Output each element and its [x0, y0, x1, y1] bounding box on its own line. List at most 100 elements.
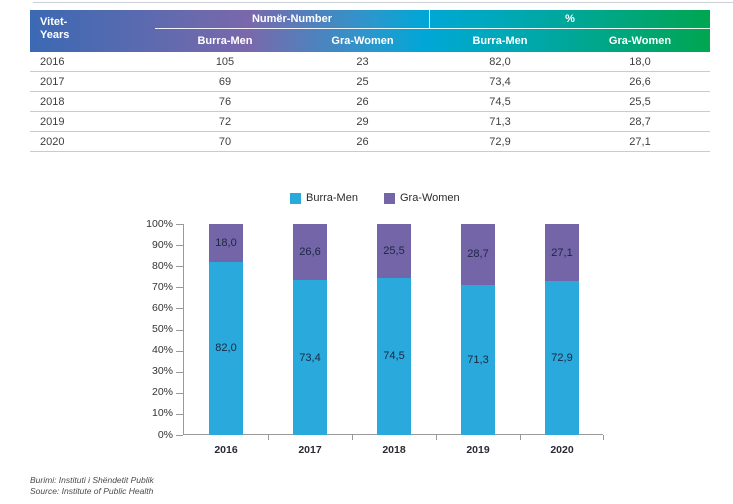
y-tick-mark — [176, 435, 183, 436]
table-cell-year: 2019 — [40, 115, 65, 128]
y-tick-mark — [176, 371, 183, 373]
y-tick-label: 100% — [146, 217, 173, 230]
corner-label-line1: Vitet- — [40, 16, 68, 28]
table-cell-value: 18,0 — [629, 55, 651, 68]
table-header-years: Vitet- Years — [30, 10, 155, 52]
y-tick-mark — [176, 350, 183, 352]
x-category-label: 2016 — [214, 444, 238, 456]
table-cell-value: 82,0 — [489, 55, 511, 68]
table-cell-value: 69 — [218, 75, 232, 88]
bar-segment-men: 74,5 — [377, 277, 411, 435]
chart-legend: Burra-Men Gra-Women — [290, 192, 460, 204]
x-tick-mark — [603, 435, 604, 440]
bar-segment-women: 26,6 — [293, 224, 327, 281]
y-tick-label: 60% — [151, 301, 173, 314]
table-header-right: Numër-Number % Burra-Men Gra-Women Burra… — [155, 10, 710, 52]
bar-segment-men: 73,4 — [293, 280, 327, 435]
y-tick-label: 0% — [157, 428, 173, 441]
source-line-albanian: Burimi: Instituti i Shëndetit Publik — [30, 475, 154, 485]
bar-group: 27,1 72,9 — [545, 224, 579, 435]
table-group-headers: Numër-Number % — [155, 10, 710, 29]
legend-item-men: Burra-Men — [290, 192, 358, 204]
table-cell-value: 25,5 — [629, 95, 651, 108]
y-tick-label: 20% — [151, 386, 173, 399]
x-tick-mark — [520, 435, 521, 440]
table-cell-year: 2017 — [40, 75, 65, 88]
table-cell-value: 76 — [218, 95, 232, 108]
table-cell-value: 73,4 — [489, 75, 511, 88]
bar-label-men: 71,3 — [467, 353, 489, 366]
table-cell-value: 26 — [356, 95, 369, 108]
table-cell-value: 27,1 — [629, 135, 651, 148]
table-body: 2016 105 23 82,0 18,0 2017 69 25 73,4 26,6 2018 76 2… — [30, 52, 710, 152]
legend-swatch-men-icon — [290, 192, 301, 204]
bar-group: 25,5 74,5 — [377, 224, 411, 435]
x-category-label: 2020 — [550, 444, 574, 456]
table-row: 2018 76 26 74,5 25,5 — [30, 92, 710, 112]
table-cell-value: 105 — [215, 55, 235, 68]
x-tick-mark — [436, 435, 437, 440]
table-cell-value: 72 — [218, 115, 232, 128]
bar-group: 28,7 71,3 — [461, 224, 495, 435]
table-cell-year: 2016 — [40, 55, 65, 68]
subheader-men-percent: Burra-Men — [472, 34, 528, 47]
x-category-label: 2018 — [382, 444, 406, 456]
corner-label-line2: Years — [40, 29, 70, 41]
legend-label-men: Burra-Men — [306, 192, 358, 204]
table-cell-value: 23 — [356, 55, 369, 68]
table-cell-value: 26 — [356, 135, 369, 148]
subheader-women-percent: Gra-Women — [608, 34, 672, 47]
bar-label-women: 25,5 — [383, 244, 405, 257]
y-tick-mark — [176, 329, 183, 331]
table-subheaders: Burra-Men Gra-Women Burra-Men Gra-Women — [155, 29, 710, 52]
y-tick-label: 40% — [151, 344, 173, 357]
table-cell-value: 71,3 — [489, 115, 511, 128]
x-category-label: 2017 — [298, 444, 322, 456]
top-divider — [33, 2, 733, 3]
bar-label-men: 72,9 — [551, 352, 573, 365]
legend-swatch-women-icon — [383, 192, 395, 204]
subheader-men-number: Burra-Men — [197, 34, 253, 47]
bar-segment-men: 82,0 — [209, 261, 243, 435]
table-cell-value: 26,6 — [629, 75, 651, 88]
source-line-english: Source: Institute of Public Health — [30, 485, 154, 496]
table-cell-value: 70 — [218, 135, 232, 148]
y-tick-mark — [176, 224, 183, 225]
y-tick-mark — [176, 245, 183, 247]
x-category-label: 2019 — [466, 444, 490, 456]
y-tick-label: 30% — [151, 365, 173, 378]
bar-label-women: 26,6 — [299, 246, 321, 259]
table-row: 2017 69 25 73,4 26,6 — [30, 72, 710, 92]
bar-segment-women: 18,0 — [209, 224, 243, 262]
y-axis: 0% 10% 20% 30% 40% 50% 60% 70% 80% 90% 100% — [130, 218, 183, 441]
y-tick-label: 90% — [151, 238, 173, 251]
table-cell-value: 72,9 — [489, 135, 511, 148]
bar-segment-women: 25,5 — [377, 224, 411, 278]
table-row: 2019 72 29 71,3 28,7 — [30, 112, 710, 132]
y-tick-mark — [176, 266, 183, 268]
group-header-number: Numër-Number — [155, 10, 430, 28]
bar-segment-women: 27,1 — [545, 224, 579, 282]
table-header: Vitet- Years Numër-Number % Burra-Men Gr… — [30, 10, 710, 52]
legend-item-women: Gra-Women — [383, 192, 460, 204]
bar-group: 26,6 73,4 — [293, 224, 327, 435]
subheader-women-number: Gra-Women — [331, 34, 394, 47]
x-tick-mark — [268, 435, 269, 440]
table-cell-year: 2020 — [40, 135, 65, 148]
bar-label-men: 82,0 — [215, 342, 237, 355]
table-cell-value: 25 — [356, 75, 369, 88]
table-cell-value: 28,7 — [629, 115, 651, 128]
statistics-table: Vitet- Years Numër-Number % Burra-Men Gr… — [30, 10, 710, 152]
source-note: Burimi: Instituti i Shëndetit Publik Sou… — [30, 475, 154, 496]
x-tick-mark — [352, 435, 353, 440]
bar-segment-men: 71,3 — [461, 284, 495, 435]
y-tick-label: 80% — [151, 259, 173, 272]
group-header-percent: % — [565, 13, 575, 25]
table-cell-value: 29 — [356, 115, 369, 128]
y-tick-mark — [176, 308, 183, 310]
table-row: 2020 70 26 72,9 27,1 — [30, 132, 710, 152]
y-tick-label: 70% — [151, 280, 173, 293]
y-tick-label: 10% — [151, 407, 173, 420]
y-tick-label: 50% — [151, 323, 173, 335]
